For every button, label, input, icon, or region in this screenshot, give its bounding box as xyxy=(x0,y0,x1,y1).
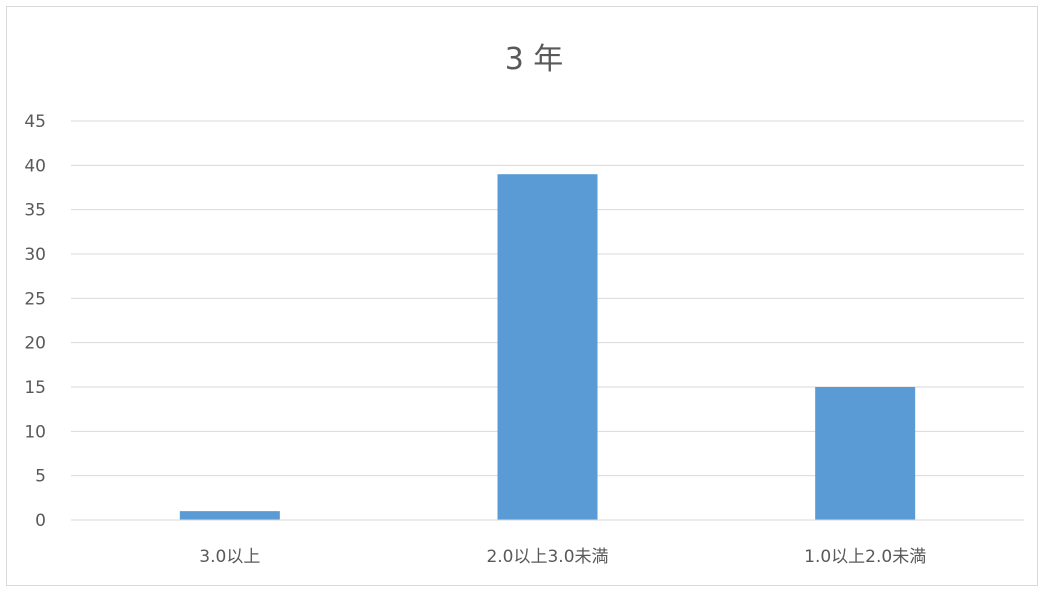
bars xyxy=(179,174,916,520)
bar-1 xyxy=(497,174,598,520)
x-category-label: 1.0以上2.0未満 xyxy=(804,547,926,567)
y-tick-label: 25 xyxy=(24,289,46,309)
y-axis-ticks: 0 5 10 15 20 25 30 35 40 45 xyxy=(24,112,46,531)
y-tick-label: 0 xyxy=(35,511,46,531)
y-tick-label: 45 xyxy=(24,112,46,132)
y-tick-label: 5 xyxy=(35,467,46,487)
y-tick-label: 35 xyxy=(24,201,46,221)
y-tick-label: 40 xyxy=(24,156,46,176)
y-tick-label: 20 xyxy=(24,334,46,354)
y-tick-label: 10 xyxy=(24,422,46,442)
y-tick-label: 30 xyxy=(24,245,46,265)
bar-0 xyxy=(179,511,280,520)
x-category-label: 3.0以上 xyxy=(199,547,260,567)
y-tick-label: 15 xyxy=(24,378,46,398)
x-category-label: 2.0以上3.0未満 xyxy=(486,547,608,567)
bar-2 xyxy=(815,387,916,520)
chart-title: 3 年 xyxy=(505,42,564,77)
x-axis-categories: 3.0以上 2.0以上3.0未満 1.0以上2.0未満 xyxy=(199,547,926,567)
